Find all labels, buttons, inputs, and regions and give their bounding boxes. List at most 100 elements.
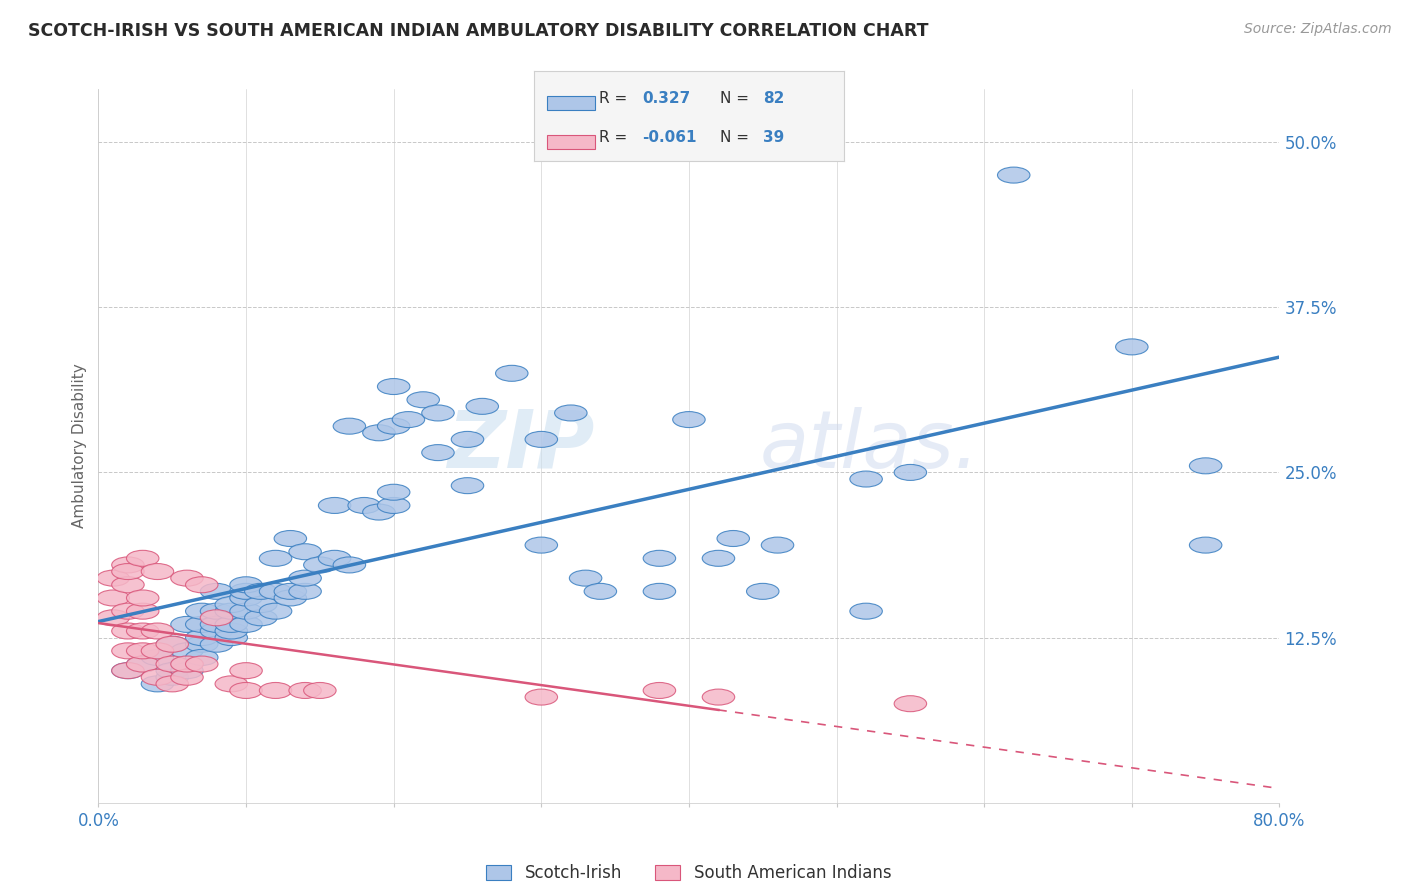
Ellipse shape — [141, 669, 174, 685]
Ellipse shape — [288, 682, 322, 698]
Ellipse shape — [200, 623, 233, 639]
Ellipse shape — [156, 636, 188, 652]
Ellipse shape — [304, 682, 336, 698]
Text: R =: R = — [599, 91, 633, 105]
Ellipse shape — [347, 498, 381, 514]
Ellipse shape — [377, 498, 411, 514]
Ellipse shape — [215, 616, 247, 632]
Ellipse shape — [524, 690, 558, 705]
Ellipse shape — [304, 557, 336, 573]
Ellipse shape — [761, 537, 794, 553]
Ellipse shape — [377, 378, 411, 394]
Ellipse shape — [215, 597, 247, 613]
Ellipse shape — [288, 570, 322, 586]
Ellipse shape — [156, 676, 188, 692]
Ellipse shape — [141, 649, 174, 665]
Ellipse shape — [97, 570, 129, 586]
Ellipse shape — [406, 392, 440, 408]
Ellipse shape — [288, 544, 322, 559]
Ellipse shape — [377, 418, 411, 434]
Ellipse shape — [274, 531, 307, 547]
Ellipse shape — [200, 610, 233, 626]
Ellipse shape — [524, 432, 558, 448]
Ellipse shape — [259, 603, 292, 619]
Ellipse shape — [127, 550, 159, 566]
Ellipse shape — [1189, 458, 1222, 474]
Ellipse shape — [422, 405, 454, 421]
Y-axis label: Ambulatory Disability: Ambulatory Disability — [72, 364, 87, 528]
Ellipse shape — [170, 656, 204, 672]
Ellipse shape — [186, 603, 218, 619]
Ellipse shape — [318, 550, 352, 566]
Ellipse shape — [377, 484, 411, 500]
Ellipse shape — [170, 669, 204, 685]
Ellipse shape — [245, 610, 277, 626]
Ellipse shape — [111, 603, 145, 619]
Legend: Scotch-Irish, South American Indians: Scotch-Irish, South American Indians — [479, 857, 898, 888]
Ellipse shape — [333, 557, 366, 573]
Ellipse shape — [97, 610, 129, 626]
Ellipse shape — [451, 432, 484, 448]
Text: N =: N = — [720, 91, 754, 105]
Ellipse shape — [229, 583, 263, 599]
Ellipse shape — [97, 590, 129, 606]
Ellipse shape — [127, 623, 159, 639]
Text: N =: N = — [720, 130, 754, 145]
Ellipse shape — [215, 630, 247, 646]
Ellipse shape — [569, 570, 602, 586]
Ellipse shape — [849, 471, 883, 487]
Ellipse shape — [583, 583, 617, 599]
Ellipse shape — [111, 663, 145, 679]
Ellipse shape — [363, 425, 395, 441]
Bar — [547, 135, 595, 149]
Ellipse shape — [894, 696, 927, 712]
Ellipse shape — [156, 663, 188, 679]
Ellipse shape — [259, 550, 292, 566]
Text: Source: ZipAtlas.com: Source: ZipAtlas.com — [1244, 22, 1392, 37]
Ellipse shape — [259, 583, 292, 599]
Ellipse shape — [111, 557, 145, 573]
Ellipse shape — [465, 399, 499, 415]
Ellipse shape — [554, 405, 588, 421]
Ellipse shape — [702, 550, 735, 566]
Ellipse shape — [127, 656, 159, 672]
Ellipse shape — [288, 583, 322, 599]
Ellipse shape — [111, 577, 145, 593]
Text: SCOTCH-IRISH VS SOUTH AMERICAN INDIAN AMBULATORY DISABILITY CORRELATION CHART: SCOTCH-IRISH VS SOUTH AMERICAN INDIAN AM… — [28, 22, 928, 40]
Ellipse shape — [229, 663, 263, 679]
Ellipse shape — [186, 649, 218, 665]
Ellipse shape — [451, 477, 484, 493]
Ellipse shape — [127, 643, 159, 659]
Ellipse shape — [363, 504, 395, 520]
Ellipse shape — [141, 623, 174, 639]
Ellipse shape — [186, 630, 218, 646]
Ellipse shape — [849, 603, 883, 619]
Ellipse shape — [229, 603, 263, 619]
Ellipse shape — [524, 537, 558, 553]
Ellipse shape — [1115, 339, 1149, 355]
Ellipse shape — [186, 616, 218, 632]
Ellipse shape — [200, 636, 233, 652]
Ellipse shape — [186, 636, 218, 652]
Text: -0.061: -0.061 — [643, 130, 697, 145]
Ellipse shape — [141, 564, 174, 580]
Ellipse shape — [672, 411, 706, 427]
Ellipse shape — [215, 623, 247, 639]
Bar — [547, 95, 595, 110]
Ellipse shape — [186, 656, 218, 672]
Text: ZIP: ZIP — [447, 407, 595, 485]
Ellipse shape — [156, 656, 188, 672]
Ellipse shape — [274, 583, 307, 599]
Ellipse shape — [200, 616, 233, 632]
Text: atlas.: atlas. — [759, 407, 980, 485]
Ellipse shape — [229, 577, 263, 593]
Ellipse shape — [111, 643, 145, 659]
Ellipse shape — [127, 590, 159, 606]
Ellipse shape — [156, 636, 188, 652]
Ellipse shape — [215, 603, 247, 619]
Ellipse shape — [127, 656, 159, 672]
Ellipse shape — [170, 616, 204, 632]
Ellipse shape — [229, 682, 263, 698]
Ellipse shape — [495, 366, 529, 381]
Ellipse shape — [259, 682, 292, 698]
